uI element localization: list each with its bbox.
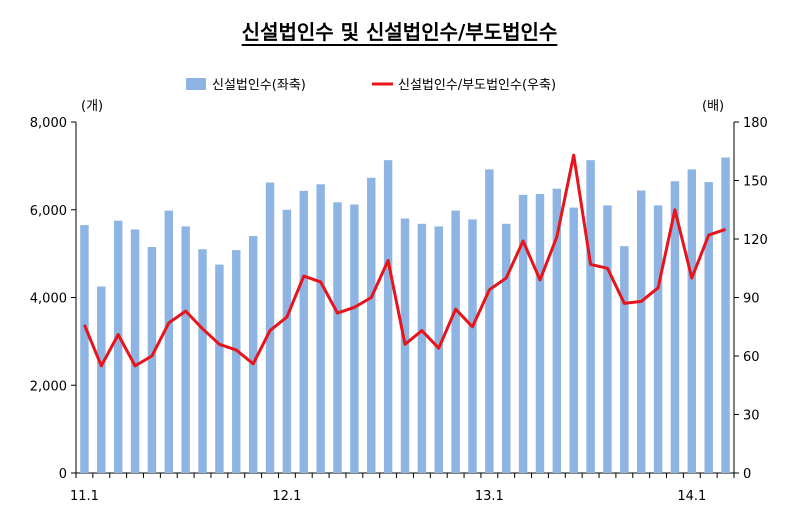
bar bbox=[383, 160, 393, 473]
bar bbox=[164, 210, 174, 473]
bar bbox=[586, 160, 595, 473]
y-right-tick-label: 60 bbox=[743, 350, 760, 365]
bar bbox=[518, 194, 528, 473]
y-left-tick-label: 6,000 bbox=[30, 204, 67, 219]
bar bbox=[485, 169, 494, 473]
y-right-unit: (배) bbox=[702, 99, 724, 114]
bar bbox=[502, 223, 511, 473]
x-tick-label: 14.1 bbox=[677, 489, 706, 504]
bar bbox=[451, 210, 460, 473]
bar bbox=[316, 184, 325, 474]
x-ticks: 11.1 12.1 13.1 14.1 bbox=[70, 473, 735, 504]
y-right-tick-label: 150 bbox=[743, 175, 768, 190]
bar bbox=[552, 188, 562, 473]
bar bbox=[620, 246, 629, 473]
y-right-tick-label: 120 bbox=[743, 233, 768, 248]
bar bbox=[434, 226, 443, 473]
bar bbox=[636, 190, 646, 473]
chart-title-text: 신설법인수 및 신설법인수/부도법인수 bbox=[241, 20, 558, 44]
bar bbox=[80, 225, 89, 473]
bar bbox=[147, 247, 157, 473]
y-left-unit: (개) bbox=[81, 99, 103, 114]
y-left-tick-label: 8,000 bbox=[30, 116, 67, 131]
bar bbox=[299, 190, 308, 474]
bar bbox=[113, 220, 123, 473]
bar bbox=[721, 157, 730, 473]
bar bbox=[232, 250, 241, 473]
y-right-tick-label: 180 bbox=[743, 116, 768, 131]
bar bbox=[215, 264, 224, 473]
bar bbox=[198, 249, 207, 473]
y-right-tick-label: 30 bbox=[743, 409, 760, 424]
y-right-tick-label: 0 bbox=[743, 467, 751, 482]
line-series bbox=[83, 153, 727, 368]
bar bbox=[265, 182, 275, 474]
y-right-tick-label: 90 bbox=[743, 292, 760, 307]
y-right-ticks: 0 30 60 90 120 150 180 bbox=[734, 116, 768, 482]
x-tick-label: 12.1 bbox=[272, 489, 301, 504]
bar bbox=[350, 204, 359, 474]
bar bbox=[535, 193, 545, 473]
bar bbox=[367, 177, 376, 473]
legend-bar-swatch bbox=[186, 78, 206, 90]
chart-title: 신설법인수 및 신설법인수/부도법인수 bbox=[0, 16, 799, 45]
bar bbox=[282, 209, 292, 473]
x-tick-label: 13.1 bbox=[475, 489, 504, 504]
x-tick-label: 11.1 bbox=[70, 489, 99, 504]
bar bbox=[181, 226, 190, 473]
y-left-tick-label: 4,000 bbox=[30, 292, 67, 307]
bar bbox=[333, 202, 342, 473]
bar bbox=[468, 219, 477, 473]
y-left-ticks: 0 2,000 4,000 6,000 8,000 bbox=[30, 116, 76, 482]
legend-line-label: 신설법인수/부도법인수(우축) bbox=[398, 78, 556, 93]
y-left-tick-label: 2,000 bbox=[30, 379, 67, 394]
bar bbox=[704, 182, 713, 473]
legend-bar-label: 신설법인수(좌축) bbox=[212, 78, 306, 93]
bar bbox=[130, 229, 140, 473]
legend: 신설법인수(좌축) 신설법인수/부도법인수(우축) bbox=[186, 78, 556, 93]
bar bbox=[653, 205, 663, 474]
bar bbox=[569, 207, 578, 473]
bar bbox=[417, 223, 427, 473]
bar-series bbox=[80, 157, 730, 474]
bar bbox=[97, 286, 106, 473]
bar bbox=[248, 236, 258, 473]
bar bbox=[687, 169, 697, 473]
bar bbox=[670, 181, 680, 473]
y-left-tick-label: 0 bbox=[59, 467, 67, 482]
bar bbox=[603, 205, 612, 474]
